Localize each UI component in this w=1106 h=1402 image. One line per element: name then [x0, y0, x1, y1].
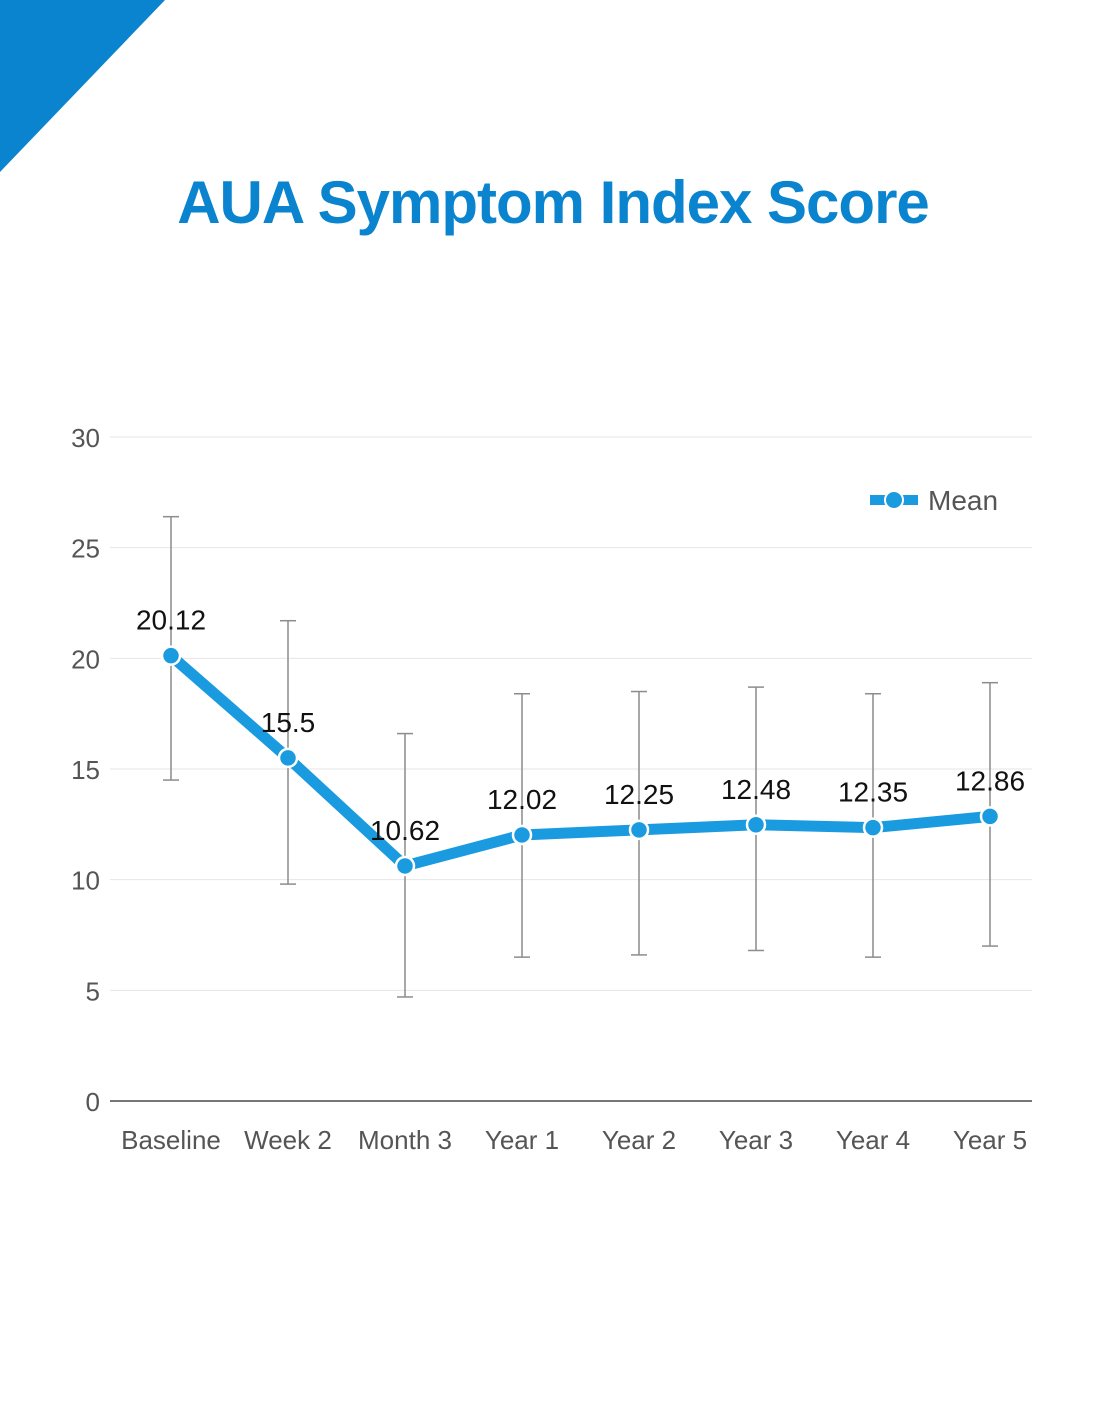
data-label: 12.25: [604, 779, 674, 810]
data-point: [862, 817, 884, 838]
data-label: 20.12: [136, 605, 206, 636]
y-tick-label: 10: [71, 866, 100, 896]
series-line: [165, 650, 996, 872]
legend-label-mean: Mean: [928, 485, 998, 516]
data-labels: 20.12 15.5 10.62 12.02 12.25 12.48 12.35 12.86: [136, 605, 1025, 846]
y-tick-label: 15: [71, 755, 100, 785]
x-tick-label: Year 2: [602, 1125, 676, 1155]
data-point: [979, 806, 1001, 827]
chart-title: AUA Symptom Index Score: [177, 169, 930, 236]
y-tick-label: 25: [71, 534, 100, 564]
y-tick-label: 5: [86, 976, 100, 1006]
y-tick-label: 0: [86, 1087, 100, 1117]
data-point: [394, 855, 416, 877]
data-label: 15.5: [261, 707, 316, 738]
data-label: 12.02: [487, 784, 557, 815]
data-label: 12.86: [955, 765, 1025, 796]
data-label: 12.35: [838, 777, 908, 808]
legend-point-marker: [884, 490, 904, 510]
x-tick-label: Year 3: [719, 1125, 793, 1155]
axes: 0 5 10 15 20 25 30 Baseline Week 2 Month 3 Year 1 Y…: [71, 423, 1032, 1155]
data-point: [277, 747, 299, 769]
data-label: 12.48: [721, 774, 791, 805]
x-tick-label: Year 4: [836, 1125, 910, 1155]
data-point: [160, 645, 182, 666]
y-tick-label: 30: [71, 423, 100, 453]
data-label: 10.62: [370, 815, 440, 846]
y-tick-label: 20: [71, 644, 100, 674]
data-point: [511, 824, 533, 846]
data-points: [160, 645, 1001, 877]
x-tick-label: Year 1: [485, 1125, 559, 1155]
x-tick-label: Week 2: [244, 1125, 332, 1155]
series-line-mean: [165, 650, 996, 872]
gridlines: [110, 436, 1032, 991]
corner-accent-triangle: [0, 0, 165, 172]
data-point: [628, 819, 650, 841]
legend: Mean: [870, 485, 998, 516]
x-tick-label: Month 3: [358, 1125, 452, 1155]
data-point: [745, 814, 767, 836]
x-tick-label: Year 5: [953, 1125, 1027, 1155]
x-tick-label: Baseline: [121, 1125, 221, 1155]
